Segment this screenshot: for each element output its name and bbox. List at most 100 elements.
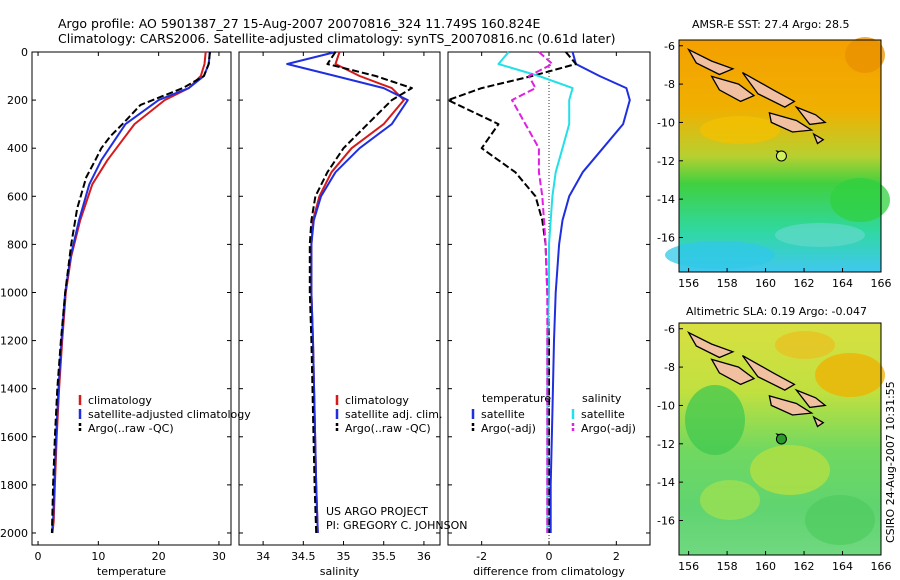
- sst-map-ytick-label: -6: [664, 40, 675, 53]
- figure-title-line2: Climatology: CARS2006. Satellite-adjuste…: [58, 31, 616, 46]
- salinity-legend-label: satellite adj. clim.: [345, 408, 442, 421]
- sla-map-frame: [678, 322, 882, 556]
- sla-map-ytick-label: -8: [664, 361, 675, 374]
- sst-map-title: AMSR-E SST: 27.4 Argo: 28.5: [692, 18, 850, 31]
- sst-map-island: [710, 75, 756, 103]
- sst-map-ytick-label: -8: [664, 78, 675, 91]
- sla-map-xtick-label: 158: [717, 560, 738, 573]
- sst-map-field-patch: [845, 37, 885, 73]
- salinity-xlabel: salinity: [320, 565, 360, 578]
- difference-series-1: [447, 51, 577, 533]
- salinity-legend-label: climatology: [345, 394, 409, 407]
- temperature-series-1: [50, 51, 211, 534]
- temperature-series-0: [51, 51, 207, 534]
- depth-tick-label: 600: [7, 190, 28, 203]
- sla-map-field-patch: [775, 331, 835, 359]
- temperature-xlabel: temperature: [97, 565, 166, 578]
- salinity-legend-label: Argo(..raw -QC): [345, 422, 431, 435]
- sst-map-island: [768, 111, 814, 133]
- credit-pi: PI: GREGORY C. JOHNSON: [326, 519, 468, 532]
- sla-map-xtick-label: 160: [755, 560, 776, 573]
- salinity-frame: [238, 51, 441, 546]
- diff-legend-heading-temperature: temperature: [482, 392, 551, 405]
- depth-tick-label: 1000: [0, 286, 28, 299]
- temperature-xtick-label: 20: [152, 550, 166, 563]
- depth-tick-label: 800: [7, 238, 28, 251]
- sla-map-island: [794, 388, 827, 409]
- temperature-legend-label: climatology: [88, 394, 152, 407]
- difference-xtick-label: -2: [476, 550, 487, 563]
- salinity-xtick-label: 35: [337, 550, 351, 563]
- salinity-xtick-label: 36: [417, 550, 431, 563]
- sla-map-xtick-label: 164: [832, 560, 853, 573]
- difference-xtick-label: 0: [546, 550, 553, 563]
- sla-map-xtick-label: 162: [794, 560, 815, 573]
- sst-map-field-patch: [700, 116, 780, 144]
- difference-series-3: [511, 51, 554, 533]
- sla-map-argo-marker: [775, 433, 787, 445]
- salinity-xtick-label: 34.5: [291, 550, 316, 563]
- sla-map-island: [812, 415, 825, 428]
- sla-map-island: [710, 358, 756, 386]
- sla-map-field-patch: [685, 385, 745, 455]
- sla-map-ytick-label: -10: [657, 399, 675, 412]
- sla-map-field-patch: [805, 495, 875, 545]
- diff-legend-heading-salinity: salinity: [582, 392, 622, 405]
- salinity-series-1: [286, 51, 409, 534]
- sla-map-island: [741, 355, 796, 391]
- sst-map-xtick-label: 166: [871, 277, 892, 290]
- sla-map-ytick-label: -14: [657, 476, 675, 489]
- depth-tick-label: 200: [7, 94, 28, 107]
- salinity-series-0: [310, 51, 405, 534]
- salinity-xtick-label: 34: [256, 550, 270, 563]
- sst-map-argo-marker: [775, 150, 787, 162]
- sst-map-ytick-label: -14: [657, 193, 675, 206]
- sst-map-xtick-label: 162: [794, 277, 815, 290]
- sla-map-field-patch: [750, 445, 830, 495]
- sla-map-ytick-label: -6: [664, 323, 675, 336]
- sla-map-xtick-label: 166: [871, 560, 892, 573]
- sst-map-frame: [678, 39, 882, 273]
- sla-map-ytick-label: -12: [657, 438, 675, 451]
- sst-map-ytick-label: -10: [657, 116, 675, 129]
- temperature-legend-label: satellite-adjusted climatology: [88, 408, 251, 421]
- depth-tick-label: 2000: [0, 527, 28, 540]
- sla-map-field-patch: [700, 480, 760, 520]
- sst-map-field-patch: [775, 223, 865, 247]
- timestamp-label: CSIRO 24-Aug-2007 10:31:55: [884, 381, 897, 543]
- depth-tick-label: 400: [7, 142, 28, 155]
- sla-map-island: [768, 394, 814, 416]
- sla-map-ytick-label: -16: [657, 514, 675, 527]
- sla-map-island: [686, 331, 735, 359]
- temperature-xtick-label: 30: [212, 550, 226, 563]
- sst-map-ytick-label: -16: [657, 231, 675, 244]
- diff-legend-label-temperature: satellite: [481, 408, 525, 421]
- credit-project: US ARGO PROJECT: [326, 505, 428, 518]
- sst-map-island: [686, 48, 735, 76]
- salinity-series-2: [308, 51, 413, 534]
- temperature-legend-label: Argo(..raw -QC): [88, 422, 174, 435]
- sst-map-xtick-label: 158: [717, 277, 738, 290]
- depth-tick-label: 1200: [0, 335, 28, 348]
- sst-map-field-patch: [665, 241, 775, 269]
- depth-tick-label: 1400: [0, 383, 28, 396]
- temperature-frame: [31, 51, 232, 546]
- sst-map-ytick-label: -12: [657, 155, 675, 168]
- salinity-xtick-label: 35.5: [371, 550, 396, 563]
- sla-map-xtick-label: 156: [678, 560, 699, 573]
- depth-tick-label: 1600: [0, 431, 28, 444]
- figure-title-line1: Argo profile: AO 5901387_27 15-Aug-2007 …: [58, 16, 541, 31]
- diff-legend-label-salinity: Argo(-adj): [581, 422, 636, 435]
- sst-map-island: [741, 72, 796, 108]
- sst-map-xtick-label: 156: [678, 277, 699, 290]
- diff-legend-label-salinity: satellite: [581, 408, 625, 421]
- difference-series-0: [549, 51, 631, 533]
- difference-series-2: [497, 51, 574, 533]
- difference-xtick-label: 2: [613, 550, 620, 563]
- depth-tick-label: 0: [21, 46, 28, 59]
- depth-tick-label: 1800: [0, 479, 28, 492]
- sst-map-island: [812, 132, 825, 145]
- diff-legend-label-temperature: Argo(-adj): [481, 422, 536, 435]
- sst-map-xtick-label: 160: [755, 277, 776, 290]
